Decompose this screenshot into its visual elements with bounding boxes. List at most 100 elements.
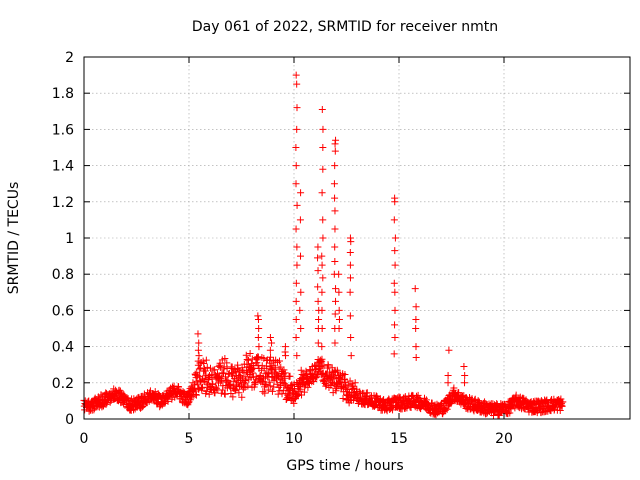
y-axis-label: SRMTID / TECUs <box>6 182 22 295</box>
data-point <box>319 125 327 133</box>
data-point <box>292 180 300 188</box>
data-point <box>319 274 327 282</box>
data-point <box>550 405 558 413</box>
x-axis-label: GPS time / hours <box>286 458 403 474</box>
data-point <box>331 147 339 155</box>
data-point <box>346 288 354 296</box>
data-point <box>314 254 322 262</box>
y-tick-label: 0.4 <box>52 340 74 356</box>
data-point <box>202 356 210 364</box>
data-point <box>331 140 339 148</box>
data-point <box>187 394 195 402</box>
data-point <box>266 382 274 390</box>
data-point <box>195 339 203 347</box>
data-point <box>281 369 289 377</box>
data-point <box>254 315 262 323</box>
data-point <box>229 393 237 401</box>
data-point <box>201 367 209 375</box>
data-point <box>319 144 327 151</box>
data-point <box>238 364 246 372</box>
x-tick-label: 0 <box>80 431 89 447</box>
data-point <box>293 352 301 360</box>
x-tick-label: 5 <box>185 431 194 447</box>
data-point <box>290 399 298 407</box>
data-point <box>192 391 200 399</box>
data-point <box>292 279 300 287</box>
data-point <box>194 330 202 338</box>
data-point <box>221 354 229 362</box>
data-point <box>318 343 326 351</box>
data-point <box>412 343 420 351</box>
data-point <box>203 363 211 371</box>
data-point <box>346 274 354 282</box>
data-point <box>266 334 274 342</box>
data-point <box>102 400 110 408</box>
data-point <box>297 252 305 260</box>
data-point <box>235 368 243 376</box>
data-point <box>461 379 469 387</box>
data-point <box>266 346 274 354</box>
data-point <box>346 248 354 256</box>
data-point <box>335 315 343 323</box>
data-point <box>293 201 301 209</box>
data-point <box>265 369 273 377</box>
data-point <box>297 288 305 296</box>
data-point <box>130 406 138 414</box>
data-point <box>331 194 339 202</box>
data-point <box>331 162 339 170</box>
data-point <box>460 363 468 371</box>
data-point <box>259 388 267 396</box>
data-point <box>280 366 288 374</box>
data-point <box>211 366 219 374</box>
data-point <box>318 189 326 197</box>
data-point <box>268 339 276 347</box>
y-tick-label: 2 <box>65 50 74 66</box>
data-point <box>318 261 326 269</box>
data-point <box>275 357 283 365</box>
data-point <box>242 351 250 359</box>
data-point <box>391 261 399 269</box>
data-point <box>314 243 322 251</box>
data-point <box>268 387 276 395</box>
y-tick-label: 1.2 <box>52 195 74 211</box>
data-point <box>239 385 247 393</box>
y-tick-labels: 0 0.2 0.4 0.6 0.8 1 1.2 1.4 1.6 1.8 2 <box>52 50 74 428</box>
data-point <box>292 144 300 151</box>
y-tick-label: 0.8 <box>52 267 74 283</box>
data-point <box>314 267 322 275</box>
data-point <box>422 396 430 404</box>
data-point <box>314 297 322 305</box>
data-point <box>356 388 364 396</box>
data-point <box>391 306 399 314</box>
data-point <box>243 356 251 364</box>
data-point <box>235 389 243 397</box>
data-point <box>315 315 323 323</box>
data-point <box>298 391 306 399</box>
data-point <box>391 198 399 206</box>
data-point <box>444 372 452 380</box>
grid <box>84 57 630 419</box>
data-point <box>295 382 303 390</box>
y-tick-label: 0.6 <box>52 303 74 319</box>
data-point <box>292 334 300 342</box>
data-point <box>391 247 399 255</box>
data-point <box>331 243 339 251</box>
data-point <box>244 382 252 390</box>
data-point <box>213 384 221 392</box>
data-point <box>238 393 246 401</box>
data-point <box>412 315 420 323</box>
data-point <box>314 283 322 291</box>
data-point <box>296 216 304 224</box>
data-point <box>293 261 301 269</box>
data-point <box>455 389 463 397</box>
data-point <box>220 363 228 371</box>
data-point <box>331 207 339 215</box>
y-tick-label: 0 <box>65 412 74 428</box>
data-point <box>537 409 545 417</box>
x-tick-label: 20 <box>495 431 513 447</box>
data-point <box>192 391 200 399</box>
data-point <box>332 387 340 395</box>
chart-title: Day 061 of 2022, SRMTID for receiver nmt… <box>192 19 498 35</box>
data-point <box>332 297 340 305</box>
data-point <box>335 325 343 332</box>
